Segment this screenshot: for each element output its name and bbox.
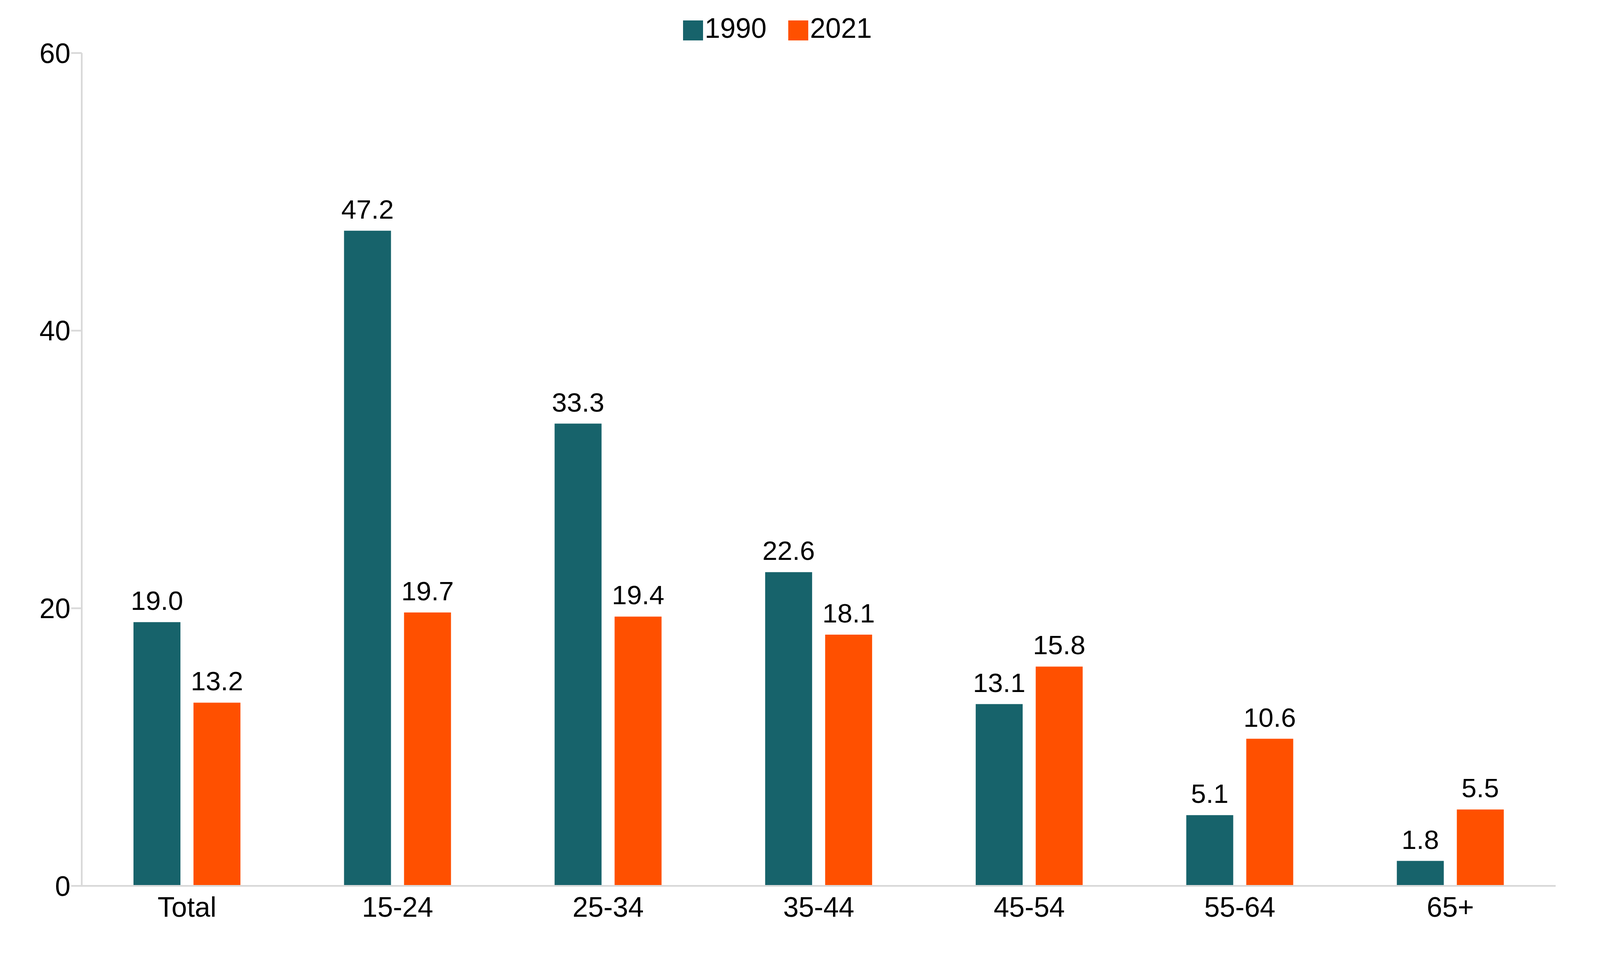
- svg-text:15-24: 15-24: [362, 891, 434, 924]
- svg-text:13.1: 13.1: [973, 667, 1026, 698]
- svg-text:19.4: 19.4: [611, 580, 665, 610]
- svg-text:19.7: 19.7: [401, 576, 454, 607]
- svg-text:0: 0: [54, 870, 71, 903]
- svg-text:5.1: 5.1: [1190, 778, 1229, 809]
- svg-text:25-34: 25-34: [572, 891, 644, 924]
- svg-text:13.2: 13.2: [190, 666, 244, 697]
- svg-text:47.2: 47.2: [341, 194, 394, 225]
- svg-text:18.1: 18.1: [822, 598, 876, 629]
- html-text:2021: 2021: [810, 12, 872, 44]
- svg-text:20: 20: [39, 593, 71, 625]
- svg-text:60: 60: [39, 37, 71, 70]
- svg-text:22.6: 22.6: [762, 535, 816, 566]
- svg-text:45-54: 45-54: [993, 891, 1065, 924]
- svg-text:5.5: 5.5: [1461, 773, 1500, 804]
- svg-text:33.3: 33.3: [551, 387, 605, 418]
- svg-text:Total: Total: [157, 891, 217, 924]
- svg-text:40: 40: [39, 315, 71, 347]
- svg-text:55-64: 55-64: [1204, 891, 1276, 924]
- html-text:1990: 1990: [704, 12, 767, 44]
- svg-text:1.8: 1.8: [1401, 824, 1440, 855]
- svg-text:15.8: 15.8: [1033, 630, 1086, 660]
- svg-text:10.6: 10.6: [1243, 702, 1297, 733]
- svg-text:35-44: 35-44: [783, 891, 855, 924]
- svg-text:19.0: 19.0: [130, 585, 184, 616]
- svg-text:65+: 65+: [1426, 891, 1475, 924]
